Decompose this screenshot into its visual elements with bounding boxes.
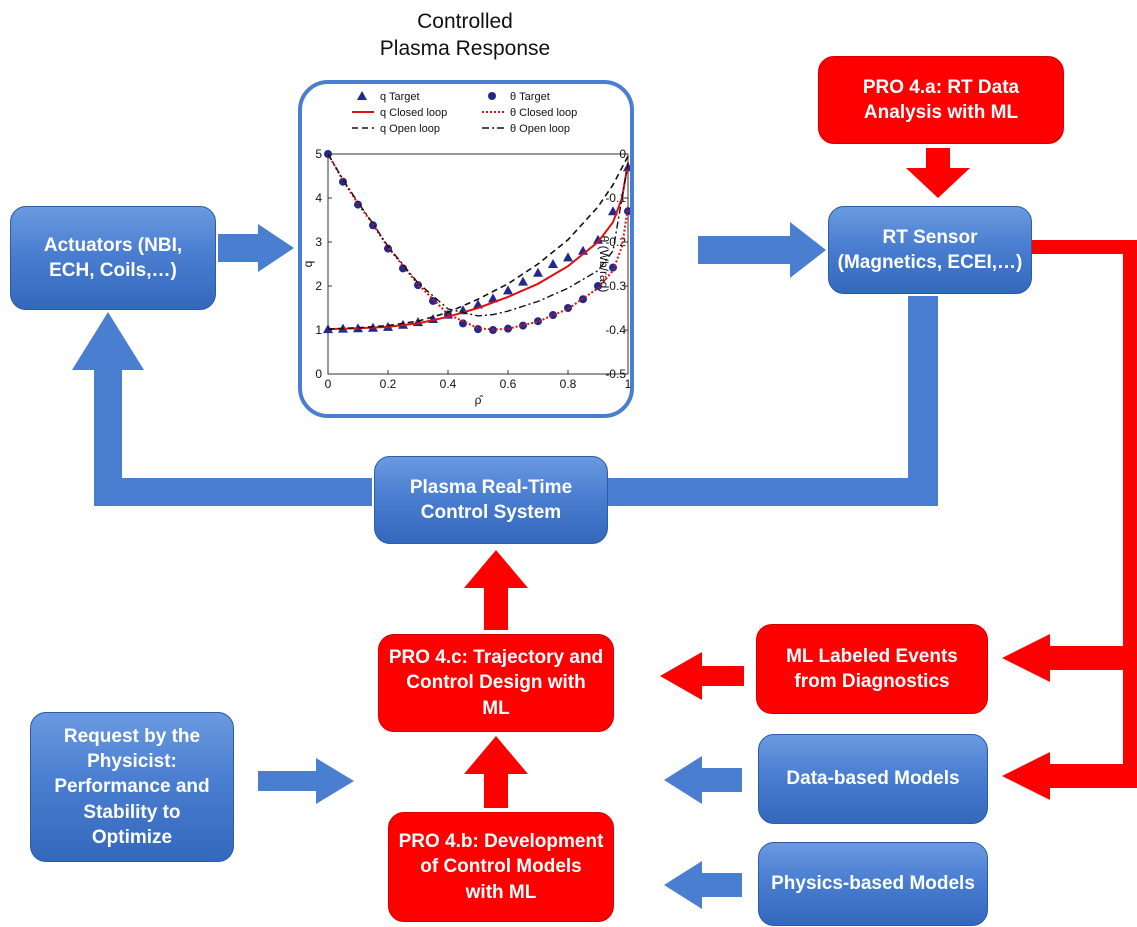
arrow-sensor-to-rail — [1002, 240, 1137, 800]
legend-label: θ Open loop — [510, 123, 570, 135]
legend-label: θ Target — [510, 91, 550, 103]
q-target-point — [503, 285, 513, 295]
q-target-point — [593, 234, 603, 244]
arrow-actuators-to-response — [218, 224, 294, 272]
x-axis-label: ρ̂ — [475, 393, 484, 407]
y-axis-label: q — [302, 261, 315, 268]
x-tick-label: 0.6 — [500, 377, 517, 391]
y2-tick-label: 0 — [619, 147, 626, 161]
x-tick-label: 0.2 — [380, 377, 397, 391]
legend-swatch — [488, 92, 496, 100]
q-target-point — [548, 259, 558, 268]
x-tick-label: 0 — [325, 377, 332, 391]
y-tick-label: 5 — [315, 147, 322, 161]
legend-label: q Open loop — [380, 123, 440, 135]
y-tick-label: 2 — [315, 279, 322, 293]
arrow-labeled-to-pro4c — [660, 652, 744, 700]
rt-control-system-box[interactable]: Plasma Real-Time Control System — [374, 456, 608, 544]
legend-label: q Closed loop — [380, 107, 447, 119]
arrow-request-to-pro4c — [258, 758, 354, 804]
pro-4b-box[interactable]: PRO 4.b: Development of Control Models w… — [388, 812, 614, 922]
theta-target-point — [459, 319, 467, 328]
series-line-2 — [327, 162, 629, 331]
physics-based-models-box[interactable]: Physics-based Models — [758, 842, 988, 926]
response-title: Controlled Plasma Response — [379, 10, 551, 61]
theta-target-point — [474, 325, 482, 334]
theta-target-point — [519, 321, 527, 330]
arrow-pro4a-to-sensor — [906, 148, 970, 198]
theta-target-point — [594, 282, 602, 290]
y-tick-label: 4 — [315, 191, 322, 205]
arrow-pro4c-to-control — [464, 550, 528, 630]
pro-4c-box[interactable]: PRO 4.c: Trajectory and Control Design w… — [378, 634, 614, 732]
arrow-physics-models-left — [664, 861, 742, 909]
legend-label: θ Closed loop — [510, 107, 577, 119]
arrow-response-to-sensor — [698, 222, 826, 278]
q-target-point — [533, 267, 543, 277]
x-tick-label: 0.4 — [440, 377, 457, 391]
x-tick-label: 0.8 — [560, 377, 577, 391]
y2-tick-label: -0.3 — [605, 279, 626, 293]
arrow-data-models-left — [664, 756, 742, 804]
q-target-point — [563, 252, 573, 262]
y2-tick-label: -0.2 — [605, 235, 626, 249]
physicist-request-box[interactable]: Request by the Physicist: Performance an… — [30, 712, 234, 862]
arrow-control-to-actuators — [72, 312, 372, 506]
ml-labeled-events-box[interactable]: ML Labeled Events from Diagnostics — [756, 624, 988, 714]
legend-swatch — [357, 91, 367, 100]
series-line-3 — [327, 153, 629, 331]
plot-frame — [327, 153, 629, 375]
y-tick-label: 0 — [315, 367, 322, 381]
y2-tick-label: -0.5 — [605, 367, 626, 381]
y-tick-label: 1 — [315, 323, 322, 337]
y-tick-label: 3 — [315, 235, 322, 249]
x-tick-label: 1 — [625, 377, 632, 391]
q-target-point — [488, 293, 498, 303]
series-line-5 — [327, 153, 629, 317]
actuators-box[interactable]: Actuators (NBI, ECH, Coils,…) — [10, 206, 216, 310]
data-based-models-box[interactable]: Data-based Models — [758, 734, 988, 824]
series-line-4 — [327, 155, 629, 330]
theta-target-point — [534, 317, 542, 326]
legend-label: q Target — [380, 91, 420, 103]
arrow-pro4b-to-pro4c — [464, 736, 528, 808]
rt-sensor-box[interactable]: RT Sensor (Magnetics, ECEI,…) — [828, 206, 1032, 294]
pro-4a-box[interactable]: PRO 4.a: RT Data Analysis with ML — [818, 56, 1064, 144]
y2-tick-label: -0.4 — [605, 323, 626, 337]
theta-target-point — [429, 296, 437, 305]
plasma-response-chart: 0 0.2 0.4 0.6 0.8 1 0 1 2 3 4 5 0 -0.1 -0.2 -0.3 -0.4 -0.… — [298, 80, 634, 418]
q-target-point — [518, 276, 528, 286]
